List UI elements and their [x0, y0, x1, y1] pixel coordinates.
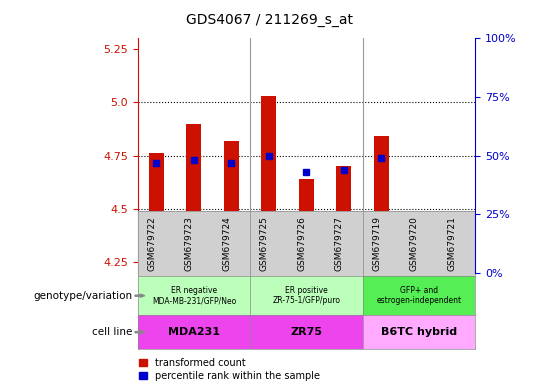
- Bar: [250, 315, 363, 349]
- Text: GSM679724: GSM679724: [222, 217, 232, 271]
- Bar: [138, 276, 250, 315]
- Bar: [299, 179, 314, 273]
- Text: GSM679720: GSM679720: [410, 217, 419, 271]
- Text: B6TC hybrid: B6TC hybrid: [381, 327, 457, 337]
- Bar: [138, 315, 250, 349]
- Text: ER negative
MDA-MB-231/GFP/Neo: ER negative MDA-MB-231/GFP/Neo: [152, 286, 236, 305]
- Text: GSM679722: GSM679722: [147, 217, 157, 271]
- Text: GFP+ and
estrogen-independent: GFP+ and estrogen-independent: [376, 286, 462, 305]
- Text: GSM679721: GSM679721: [448, 217, 456, 271]
- Bar: [363, 315, 475, 349]
- Bar: [336, 166, 352, 273]
- Bar: [449, 253, 464, 273]
- Bar: [363, 276, 475, 315]
- Bar: [224, 141, 239, 273]
- Text: GSM679725: GSM679725: [260, 217, 269, 271]
- Bar: [374, 136, 389, 273]
- Text: GSM679719: GSM679719: [373, 217, 381, 271]
- Text: GSM679726: GSM679726: [298, 217, 307, 271]
- Text: genotype/variation: genotype/variation: [33, 291, 132, 301]
- Text: GSM679727: GSM679727: [335, 217, 344, 271]
- Text: GSM679723: GSM679723: [185, 217, 194, 271]
- Text: MDA231: MDA231: [168, 327, 220, 337]
- Text: ER positive
ZR-75-1/GFP/puro: ER positive ZR-75-1/GFP/puro: [273, 286, 340, 305]
- Text: cell line: cell line: [92, 327, 132, 337]
- Bar: [261, 96, 276, 273]
- Text: ZR75: ZR75: [291, 327, 322, 337]
- Bar: [186, 124, 201, 273]
- Bar: [250, 276, 363, 315]
- Text: GDS4067 / 211269_s_at: GDS4067 / 211269_s_at: [186, 13, 354, 27]
- Legend: transformed count, percentile rank within the sample: transformed count, percentile rank withi…: [137, 356, 322, 383]
- Bar: [149, 153, 164, 273]
- Bar: [411, 268, 427, 273]
